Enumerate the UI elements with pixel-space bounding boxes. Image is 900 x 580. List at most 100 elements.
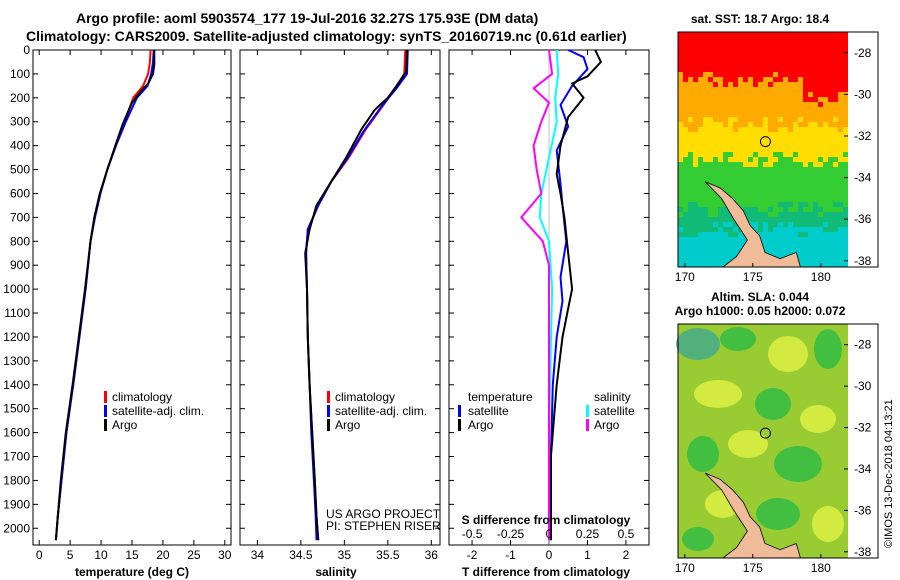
sst-cell (688, 77, 693, 82)
sst-cell (738, 92, 743, 97)
sst-cell (788, 92, 793, 97)
sst-cell (833, 187, 838, 192)
sst-cell (818, 102, 823, 107)
sst-cell (753, 57, 758, 62)
sst-cell (788, 112, 793, 117)
sst-cell (823, 257, 828, 262)
sst-cell (748, 112, 753, 117)
sst-cell (838, 127, 843, 132)
sst-cell (843, 82, 848, 87)
sst-cell (693, 37, 698, 42)
sst-cell (833, 212, 838, 217)
sst-cell (808, 242, 813, 247)
sst-cell (843, 197, 848, 202)
series-layer (54, 49, 602, 541)
sst-cell (818, 247, 823, 252)
sst-cell (838, 82, 843, 87)
sst-cell (743, 142, 748, 147)
sst-cell (833, 167, 838, 172)
sst-cell (838, 177, 843, 182)
sst-cell (718, 167, 723, 172)
sst-cell (798, 237, 803, 242)
sst-cell (723, 87, 728, 92)
sst-cell (793, 137, 798, 142)
sst-cell (793, 207, 798, 212)
sst-cell (733, 162, 738, 167)
sst-cell (728, 192, 733, 197)
sst-cell (768, 47, 773, 52)
series-satellite-adj-clim- (305, 49, 409, 541)
sst-cell (718, 47, 723, 52)
sst-cell (723, 247, 728, 252)
sst-cell (843, 47, 848, 52)
sst-cell (783, 147, 788, 152)
sst-cell (828, 227, 833, 232)
sst-cell (828, 162, 833, 167)
sst-cell (828, 152, 833, 157)
sst-cell (703, 67, 708, 72)
sst-cell (778, 127, 783, 132)
sst-cell (768, 77, 773, 82)
sst-cell (733, 197, 738, 202)
sst-cell (798, 52, 803, 57)
sst-cell (753, 162, 758, 167)
sst-cell (748, 217, 753, 222)
sst-cell (808, 137, 813, 142)
sst-cell (828, 82, 833, 87)
sst-cell (798, 82, 803, 87)
sst-cell (678, 72, 683, 77)
sst-cell (738, 157, 743, 162)
sst-cell (678, 112, 683, 117)
sst-cell (758, 87, 763, 92)
sst-cell (783, 132, 788, 137)
sst-cell (688, 72, 693, 77)
sst-cell (758, 32, 763, 37)
sst-cell (793, 72, 798, 77)
x-tick-label: 34 (251, 548, 265, 562)
sst-cell (833, 152, 838, 157)
series-climatology (305, 49, 407, 541)
y-tick-label: 1300 (3, 354, 30, 368)
sst-cell (688, 82, 693, 87)
sst-cell (743, 172, 748, 177)
sst-cell (743, 57, 748, 62)
sst-cell (678, 217, 683, 222)
legend-satellite: satellite-adj. clim. (335, 404, 427, 418)
sst-cell (693, 182, 698, 187)
sst-cell (683, 207, 688, 212)
sst-cell (693, 252, 698, 257)
sst-cell (813, 182, 818, 187)
sst-cell (753, 172, 758, 177)
sst-cell (693, 262, 698, 267)
sst-cell (783, 197, 788, 202)
sst-cell (838, 192, 843, 197)
sst-cell (823, 107, 828, 112)
sst-cell (678, 187, 683, 192)
sst-cell (758, 142, 763, 147)
sst-cell (783, 137, 788, 142)
sst-cell (728, 37, 733, 42)
sst-cell (773, 182, 778, 187)
sst-cell (753, 122, 758, 127)
sst-cell (833, 32, 838, 37)
sst-cell (698, 247, 703, 252)
sst-cell (783, 52, 788, 57)
sst-cell (688, 132, 693, 137)
sst-cell (823, 112, 828, 117)
sst-cell (833, 102, 838, 107)
sst-cell (698, 107, 703, 112)
sst-cell (698, 202, 703, 207)
sst-cell (823, 82, 828, 87)
sst-cell (843, 162, 848, 167)
sst-cell (788, 132, 793, 137)
sst-cell (813, 212, 818, 217)
sst-cell (753, 157, 758, 162)
sst-cell (843, 97, 848, 102)
sst-cell (753, 37, 758, 42)
sst-cell (833, 197, 838, 202)
x-tick-label: 35.5 (376, 548, 400, 562)
sst-cell (708, 167, 713, 172)
sst-cell (788, 32, 793, 37)
sst-cell (753, 47, 758, 52)
sst-cell (698, 77, 703, 82)
